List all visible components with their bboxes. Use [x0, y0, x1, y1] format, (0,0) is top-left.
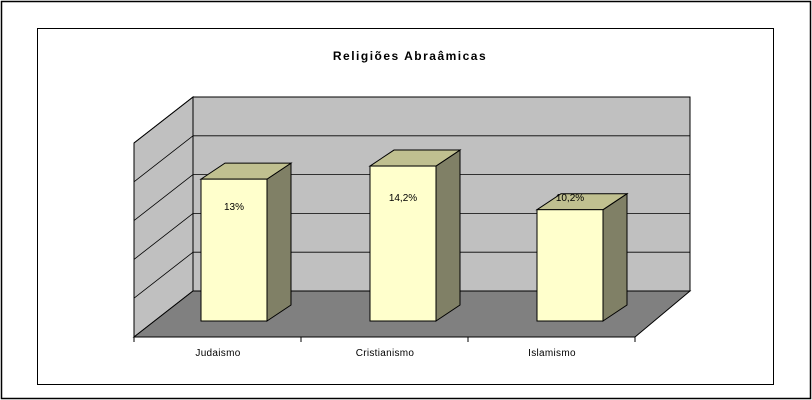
x-axis-ticks	[133, 337, 636, 342]
bar-side	[435, 149, 461, 322]
bar-judaismo	[199, 162, 293, 322]
gridline-side	[133, 135, 194, 183]
bar-cristianismo	[368, 149, 462, 322]
gridline-side	[133, 251, 194, 299]
data-label-judaismo: 13%	[224, 202, 244, 213]
bar-front	[200, 178, 268, 322]
chart-title: Religiões Abraâmicas	[333, 49, 487, 63]
category-label-cristianismo: Cristianismo	[356, 348, 415, 359]
bar-side	[266, 162, 292, 322]
bar-front	[369, 165, 437, 322]
bars	[199, 149, 629, 322]
gridline-side	[133, 96, 194, 144]
bar-front	[536, 209, 604, 322]
bar-side	[602, 192, 628, 322]
gridline-side	[133, 213, 194, 260]
bar-islamismo	[535, 192, 629, 322]
category-label-judaismo: Judaismo	[195, 348, 240, 359]
data-label-cristianismo: 14,2%	[389, 193, 417, 204]
data-label-islamismo: 10,2%	[556, 193, 584, 204]
category-label-islamismo: Islamismo	[528, 348, 576, 359]
gridline-side	[133, 174, 194, 221]
